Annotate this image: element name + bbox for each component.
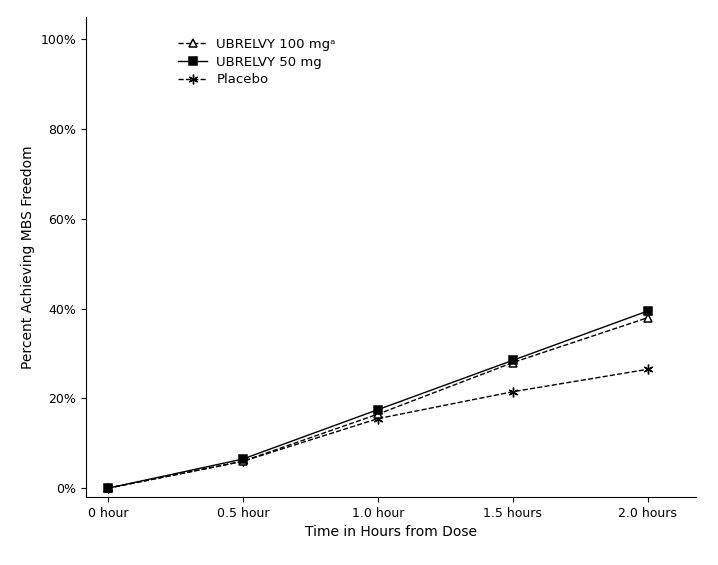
X-axis label: Time in Hours from Dose: Time in Hours from Dose: [305, 525, 477, 540]
Y-axis label: Percent Achieving MBS Freedom: Percent Achieving MBS Freedom: [21, 145, 35, 369]
Legend: UBRELVY 100 mgᵃ, UBRELVY 50 mg, Placebo: UBRELVY 100 mgᵃ, UBRELVY 50 mg, Placebo: [178, 38, 336, 86]
